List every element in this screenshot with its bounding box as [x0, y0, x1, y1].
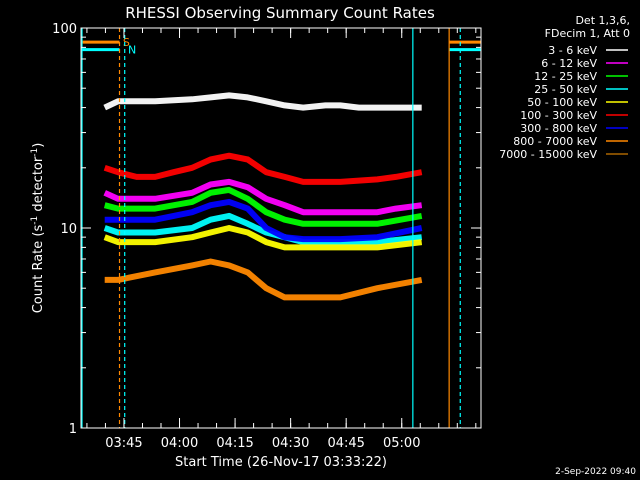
legend-label-0: 3 - 6 keV [548, 44, 597, 57]
y-axis: 1 10 100 [52, 22, 481, 437]
x-axis-label: Start Time (26-Nov-17 03:33:22) [175, 455, 387, 470]
legend-label-6: 300 - 800 keV [520, 122, 597, 135]
y-tick-label: 1 [69, 422, 77, 437]
saa-flags: SN [81, 36, 481, 57]
chart-title: RHESSI Observing Summary Count Rates [125, 4, 435, 22]
legend-label-4: 50 - 100 keV [527, 96, 597, 109]
x-tick-label: 04:00 [161, 436, 198, 451]
y-tick-label: 100 [52, 22, 77, 37]
x-tick-label: 04:45 [327, 436, 364, 451]
saa-flag-label-s: S [123, 36, 130, 49]
x-tick-label: 04:15 [216, 436, 253, 451]
legend-label-5: 100 - 300 keV [520, 109, 597, 122]
x-tick-label: 03:45 [105, 436, 142, 451]
series-line-1 [103, 178, 423, 216]
legend-label-8: 7000 - 15000 keV [499, 148, 597, 161]
y-tick-label: 10 [60, 222, 77, 237]
footer-timestamp: 2-Sep-2022 09:40 [555, 467, 636, 477]
series-line-0 [103, 92, 422, 111]
series-line-5 [103, 152, 423, 185]
legend-label-7: 800 - 7000 keV [513, 135, 597, 148]
legend-label-1: 6 - 12 keV [541, 57, 597, 70]
legend-label-3: 25 - 50 keV [534, 83, 597, 96]
legend-header-line1: Det 1,3,6, [575, 14, 630, 27]
x-tick-label: 05:00 [383, 436, 420, 451]
series-line-7 [104, 258, 423, 301]
x-tick-label: 04:30 [272, 436, 309, 451]
series-line-6 [104, 198, 423, 243]
legend-label-2: 12 - 25 keV [534, 70, 597, 83]
legend-header-line2: FDecim 1, Att 0 [545, 27, 630, 40]
series-line-2 [103, 186, 423, 227]
series-line-4 [103, 225, 423, 251]
y-axis-label: Count Rate (s-1 detector-1) [30, 143, 46, 314]
x-axis: 03:45 04:00 04:15 04:30 04:45 05:00 [86, 28, 477, 451]
series-group [103, 92, 423, 301]
saa-flag-label-n: N [128, 44, 136, 57]
